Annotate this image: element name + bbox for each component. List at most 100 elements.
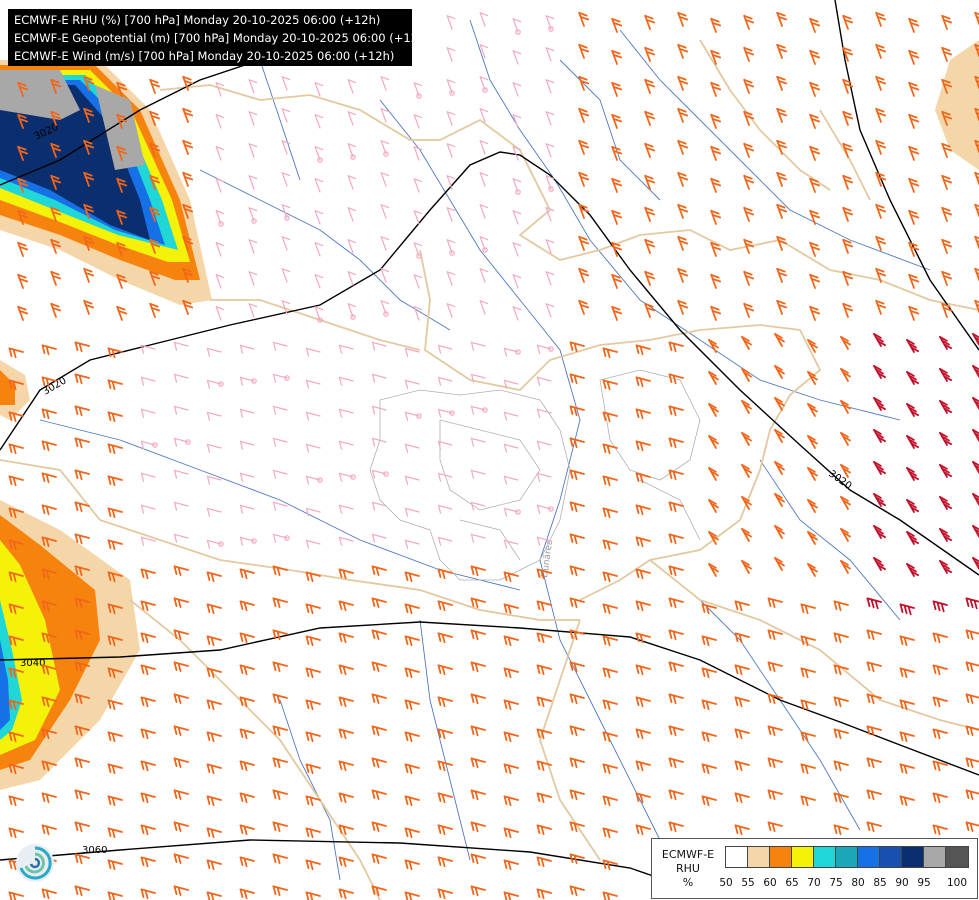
wind-barb [776,267,788,283]
wind-barb [371,725,387,737]
wind-barb [635,408,651,420]
wind-barb [206,539,224,549]
wind-barb [347,175,357,190]
wind-barb [107,859,123,871]
wind-barb [479,76,489,93]
wind-barb [314,146,324,163]
wind-barb [272,501,288,511]
wind-barb [140,376,156,386]
wind-barb [875,107,887,123]
title-line-wind: ECMWF-E Wind (m/s) [700 hPa] Monday 20-1… [14,49,395,63]
wind-barb [569,661,585,673]
wind-barb [206,667,222,679]
wind-barb [116,209,128,225]
legend-variable: RHU [676,862,700,875]
wind-barb [215,178,225,193]
wind-barb [305,443,321,453]
wind-barb [50,302,62,318]
wind-barb [668,373,684,385]
wind-barb [873,364,886,379]
wind-barb [908,17,920,33]
wind-barb [338,632,354,644]
wind-barb [503,603,519,615]
wind-barb [41,568,57,580]
wind-barb [470,437,486,447]
wind-barb [776,235,788,251]
wind-barb [545,15,555,32]
wind-barb [899,667,915,679]
wind-barb [41,632,57,644]
wind-barb [908,81,920,97]
wind-barb [446,239,456,256]
wind-barb [437,696,453,708]
wind-barb [536,856,552,868]
wind-barb [371,565,387,577]
wind-barb [413,178,423,193]
wind-barb [932,696,948,708]
wind-barb [140,536,156,546]
wind-barb [512,50,522,65]
wind-barb [83,107,95,123]
wind-barb [932,664,948,676]
wind-barb [774,396,785,411]
wind-barb [314,274,324,289]
wind-barb [206,731,222,743]
wind-barb [173,789,189,801]
wind-barb [536,888,552,900]
wind-barb [338,792,354,804]
wind-barb [503,475,519,485]
wind-barb [272,533,290,543]
wind-barb [338,408,354,418]
wind-barb [470,853,486,865]
wind-barb [272,469,288,479]
wind-barb [140,632,156,644]
wind-barb [710,305,722,321]
wind-barb [635,696,651,708]
wind-barb [74,693,90,705]
wind-barb [305,731,321,743]
wind-barb [338,440,354,450]
wind-barb [116,145,128,161]
wind-barb [602,827,618,839]
wind-barb [741,560,752,574]
wind-barb [437,504,453,514]
wind-barb [83,235,95,251]
wind-barb [470,373,486,383]
wind-barb [338,760,354,772]
wind-barb [305,827,321,839]
wind-barb [182,171,194,187]
wind-barb [446,143,456,158]
wind-barb [602,443,618,455]
wind-barb [140,408,156,418]
wind-barb [875,299,887,315]
wind-barb [74,789,90,801]
wind-barb [741,335,752,350]
title-line-rhu: ECMWF-E RHU (%) [700 hPa] Monday 20-10-2… [14,13,381,27]
wind-barb [536,792,552,804]
legend-label: 80 [851,877,865,889]
wind-barb [446,207,456,222]
legend-label: 50 [719,877,733,889]
wind-barb [842,142,854,158]
wind-barb [873,525,886,539]
wind-barb [8,827,24,839]
wind-barb [83,203,95,219]
wind-barb [536,536,552,546]
wind-barb [413,114,423,129]
wind-barb [305,795,321,807]
wind-barb [941,78,953,94]
wind-barb [74,373,90,385]
wind-barb [8,667,24,679]
wind-barb [437,888,453,900]
wind-barb [677,107,689,123]
wind-barb [206,795,222,807]
legend-swatch [792,847,814,867]
wind-barb [800,603,816,615]
wind-barb [305,699,321,711]
wind-barb [272,565,288,577]
wind-barb [380,140,390,157]
wind-barb [536,568,552,580]
wind-barb [776,171,788,187]
wind-barb [239,760,255,772]
wind-barb [965,821,979,833]
